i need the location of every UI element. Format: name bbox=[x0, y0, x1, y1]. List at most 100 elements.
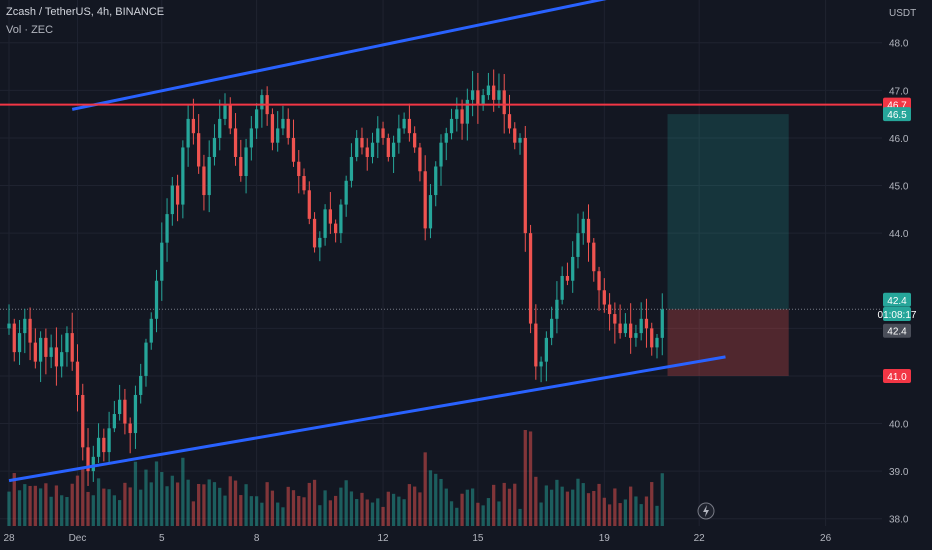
volume-bar bbox=[344, 480, 348, 526]
candle-body bbox=[112, 414, 116, 429]
price-tag-label: 01:08:17 bbox=[878, 310, 917, 321]
volume-bar bbox=[386, 491, 390, 526]
price-axis[interactable]: USDT 48.047.046.045.044.042.041.040.039.… bbox=[882, 0, 932, 550]
candle-body bbox=[154, 280, 159, 319]
candle-body bbox=[81, 394, 85, 448]
candle-body bbox=[660, 309, 664, 338]
candle-body bbox=[550, 318, 554, 338]
time-tick-label: Dec bbox=[69, 533, 87, 544]
volume-bar bbox=[486, 498, 491, 526]
volume-bar bbox=[265, 482, 269, 526]
volume-bar bbox=[12, 473, 16, 526]
candle-body bbox=[481, 95, 485, 105]
price-tick-label: 46.0 bbox=[889, 134, 909, 145]
volume-bar bbox=[170, 475, 174, 526]
candle-body bbox=[576, 233, 580, 257]
volume-legend[interactable]: Vol · ZEC bbox=[6, 24, 54, 36]
volume-bar bbox=[223, 495, 227, 526]
candle-body bbox=[413, 133, 417, 148]
currency-label: USDT bbox=[889, 8, 916, 19]
volume-bar bbox=[507, 488, 512, 526]
volume-bar bbox=[181, 457, 185, 526]
candle-body bbox=[344, 180, 348, 205]
candle-body bbox=[91, 456, 95, 472]
volume-bar bbox=[144, 469, 148, 526]
volume-bar bbox=[528, 431, 533, 526]
time-axis[interactable]: 28 Dec 5 8 12 15 19 22 26 bbox=[0, 527, 932, 550]
target-zone bbox=[667, 114, 789, 310]
volume-bar bbox=[7, 491, 11, 526]
volume-bar bbox=[497, 501, 501, 526]
candle-body bbox=[507, 114, 512, 129]
volume-bar bbox=[154, 461, 159, 526]
stop-zone bbox=[667, 309, 789, 376]
volume-bar bbox=[254, 496, 259, 526]
volume-bar bbox=[244, 484, 248, 526]
volume-bar bbox=[65, 497, 69, 526]
volume-bar bbox=[318, 505, 322, 526]
candle-body bbox=[439, 142, 443, 167]
candle-body bbox=[33, 342, 37, 362]
candle-body bbox=[191, 118, 196, 134]
volume-bar bbox=[465, 489, 469, 526]
candle-body bbox=[328, 209, 332, 224]
price-tag-label: 42.4 bbox=[887, 327, 907, 338]
candle-body bbox=[592, 242, 596, 272]
volume-bar bbox=[33, 485, 37, 526]
volume-bar bbox=[128, 487, 132, 526]
volume-bar bbox=[428, 470, 433, 526]
candle-body bbox=[497, 90, 501, 100]
candle-body bbox=[655, 337, 659, 348]
trendline bbox=[8, 355, 726, 483]
price-tag-bg bbox=[883, 323, 911, 338]
symbol-title[interactable]: Zcash / TetherUS, 4h, BINANCE bbox=[6, 6, 165, 18]
volume-bar bbox=[160, 472, 164, 526]
candle-body bbox=[286, 118, 290, 138]
candle-body bbox=[339, 204, 343, 234]
candle-body bbox=[118, 399, 122, 415]
candle-body bbox=[476, 90, 480, 105]
volume-bar bbox=[107, 489, 111, 526]
replay-icon[interactable] bbox=[697, 502, 715, 520]
candle-body bbox=[144, 342, 148, 376]
candle-body bbox=[186, 118, 190, 148]
candle-body bbox=[254, 109, 259, 129]
volume-bar bbox=[96, 478, 101, 526]
volume-bar bbox=[629, 486, 633, 526]
candle-body bbox=[613, 314, 617, 324]
volume-bar bbox=[586, 493, 591, 526]
volume-bar bbox=[460, 493, 464, 526]
candle-body bbox=[160, 242, 164, 281]
volume-bar bbox=[639, 504, 643, 526]
drawing-lines[interactable] bbox=[0, 0, 882, 483]
candle-body bbox=[297, 161, 301, 177]
volume-bar bbox=[513, 483, 517, 526]
volume-bar bbox=[407, 484, 412, 526]
volume-bar bbox=[165, 486, 169, 526]
volume-bar bbox=[191, 501, 196, 526]
volume-bar bbox=[270, 490, 275, 526]
volume-bar bbox=[397, 496, 401, 526]
volume-bar bbox=[592, 490, 596, 526]
volume-bar bbox=[650, 482, 654, 526]
candle-body bbox=[44, 337, 48, 357]
candle-body bbox=[175, 185, 180, 205]
volume-bar bbox=[555, 479, 559, 526]
price-tag-bg bbox=[883, 107, 911, 122]
volume-bar bbox=[218, 487, 222, 526]
candle-body bbox=[70, 333, 74, 362]
candle-body bbox=[528, 233, 533, 324]
volume-bar bbox=[307, 482, 311, 526]
volume-bar bbox=[571, 489, 575, 526]
volume-bar bbox=[102, 488, 106, 526]
volume-bar bbox=[597, 483, 601, 526]
volume-bar bbox=[228, 476, 232, 526]
volume-bar bbox=[391, 493, 396, 526]
candle-body bbox=[465, 99, 469, 124]
volume-bar bbox=[370, 502, 375, 526]
time-tick-label: 26 bbox=[820, 533, 832, 544]
volume-bar bbox=[291, 490, 296, 526]
volume-bar bbox=[481, 505, 485, 526]
candle-body bbox=[581, 218, 585, 234]
